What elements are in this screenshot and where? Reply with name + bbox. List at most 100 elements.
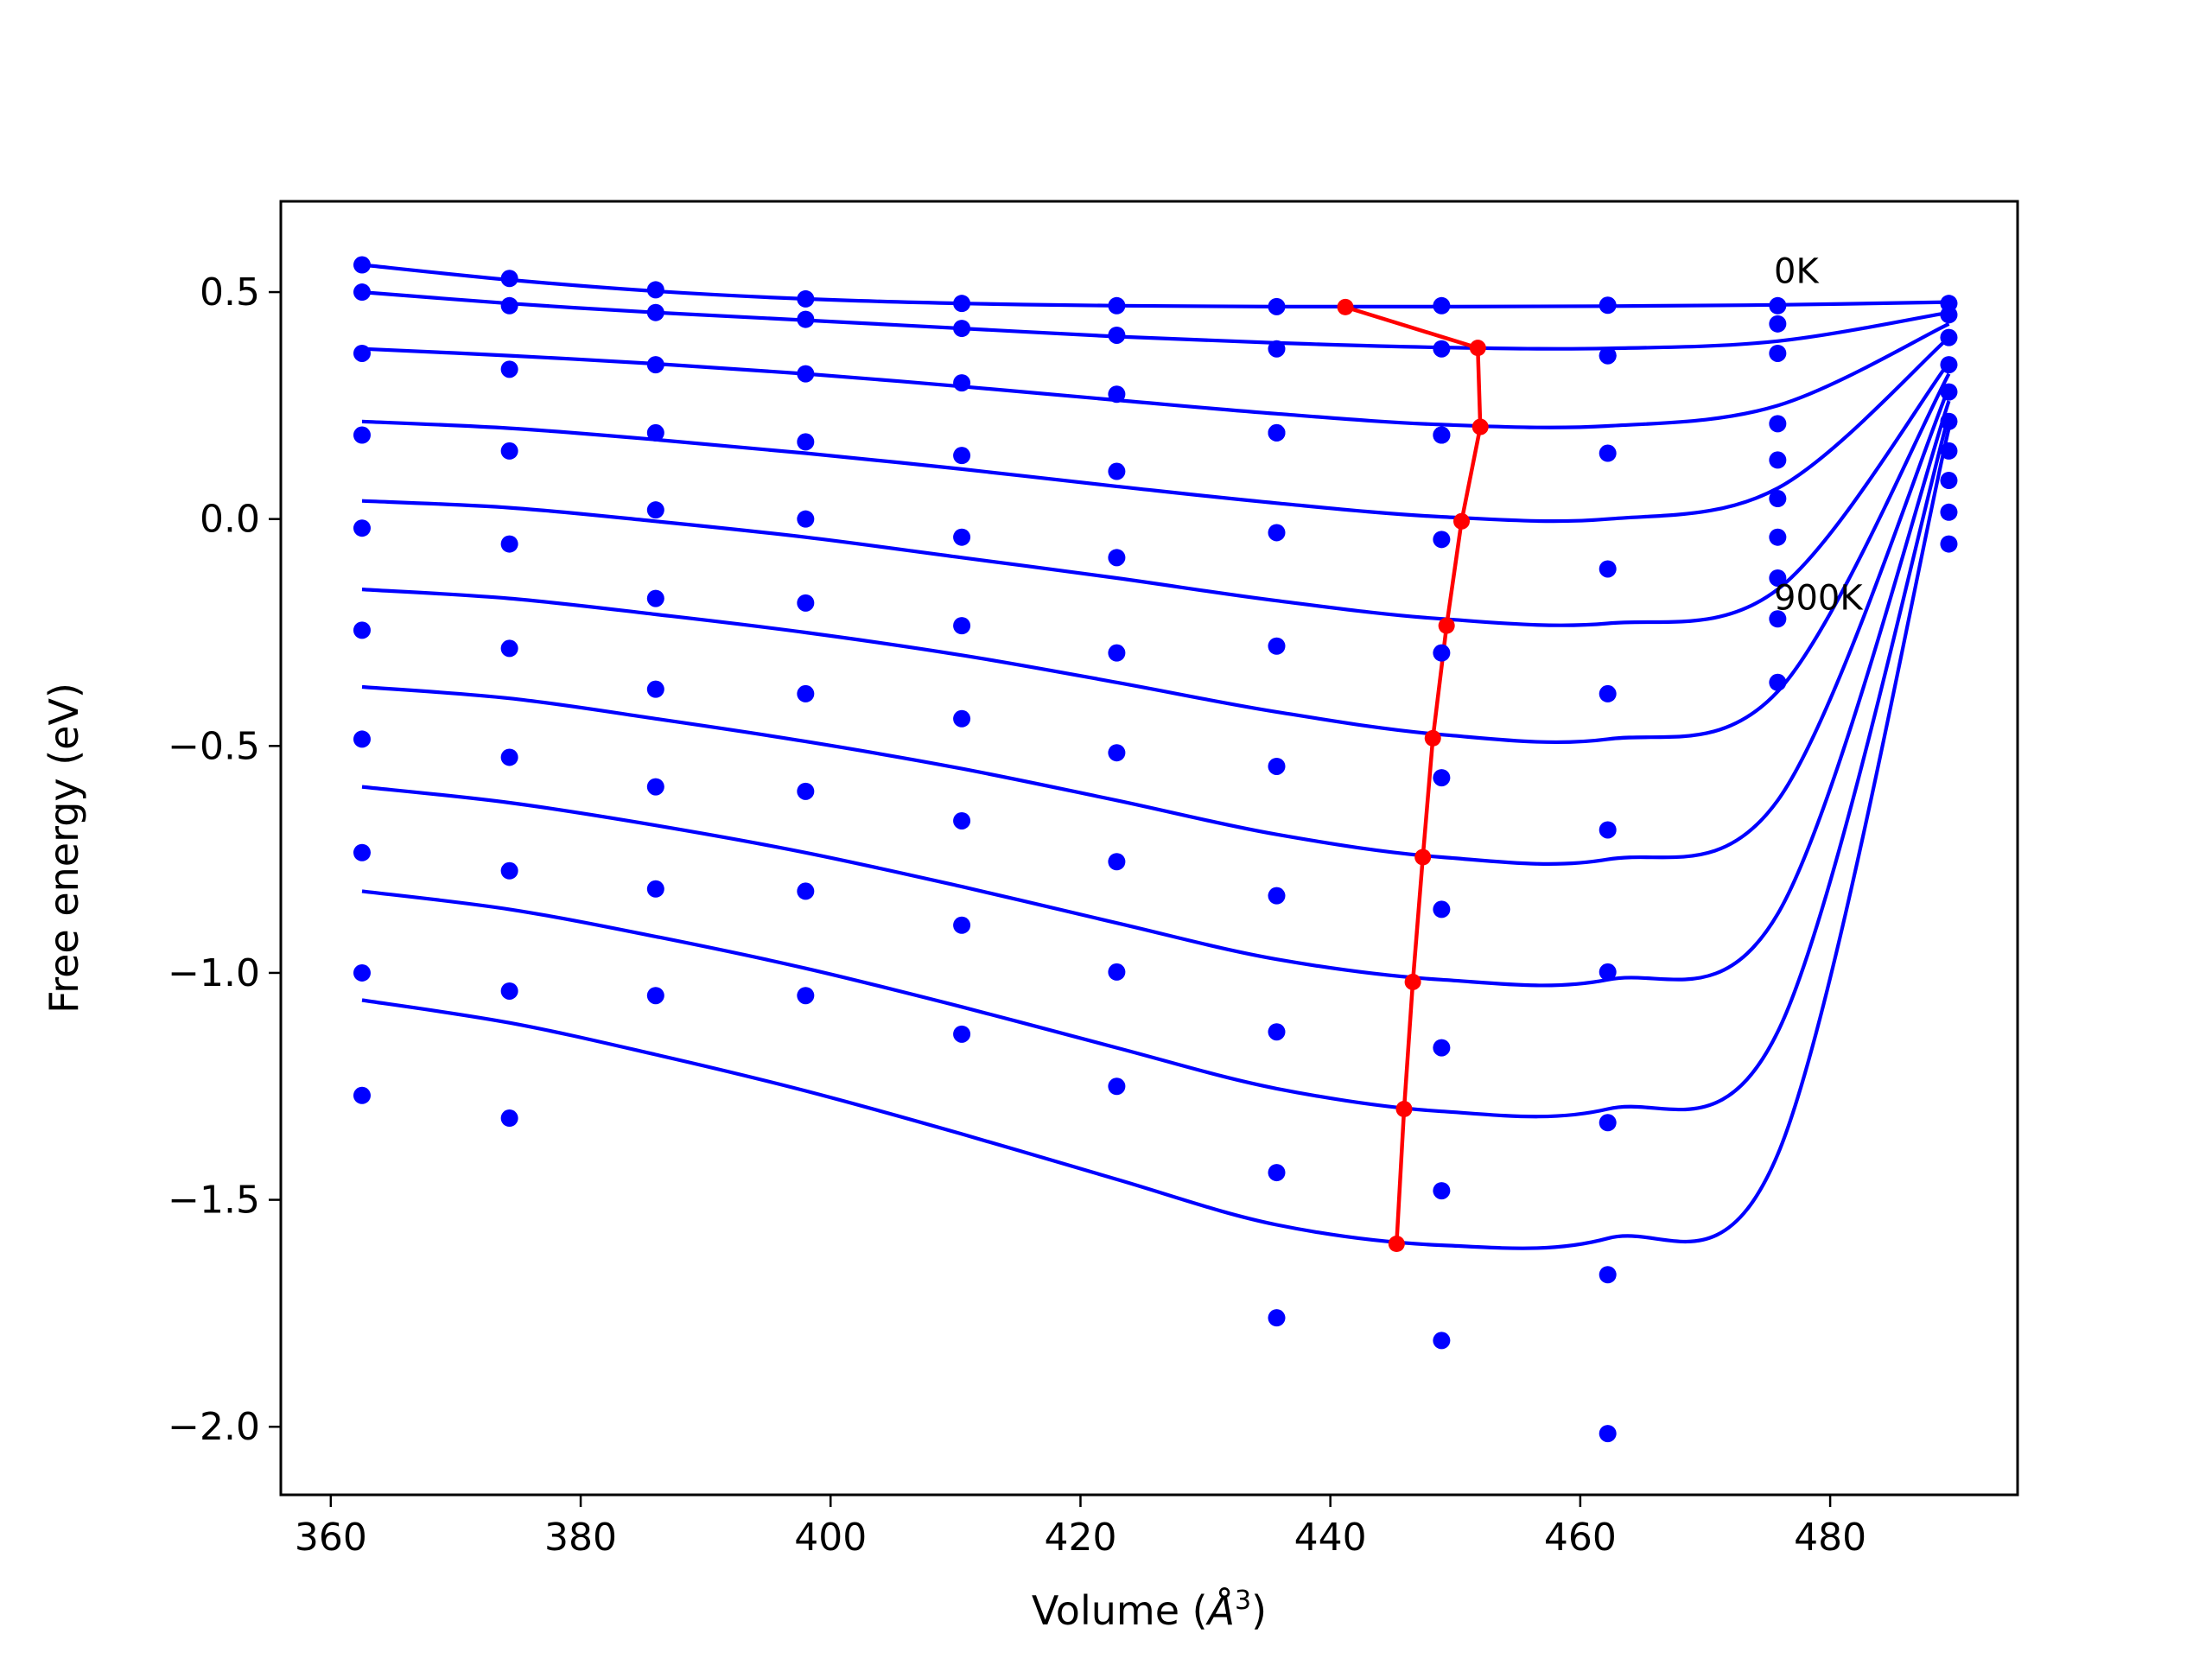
data-point [646,987,664,1005]
data-point [797,310,815,328]
data-point [953,374,971,392]
minima-line [1337,298,1489,1253]
data-point [500,982,518,1000]
minima-polyline [1344,305,1483,1244]
data-point [797,365,815,383]
minimum-point [1471,418,1489,435]
data-point [953,617,971,635]
data-point [1940,328,1958,346]
x-tick-label: 380 [544,1516,617,1560]
x-tick-label: 460 [1544,1516,1617,1560]
minimum-point [1395,1101,1413,1118]
data-point [1268,1164,1286,1182]
data-point [1599,444,1617,462]
y-tick-label: −0.5 [168,724,260,768]
annotations: 0K 900K [1774,252,1864,619]
data-point [797,882,815,900]
data-point [1940,535,1958,553]
data-point [1433,1182,1451,1200]
data-point [1108,462,1126,480]
data-point [1769,344,1787,362]
data-point [797,594,815,612]
x-tick-label: 480 [1794,1516,1866,1560]
data-point [1769,296,1787,315]
data-point [1599,963,1617,981]
fit-curve [361,386,1951,866]
y-tick-label: −2.0 [168,1405,260,1449]
minimum-point [1404,973,1421,990]
data-point [1599,684,1617,702]
data-point [1268,757,1286,775]
data-point [646,281,664,299]
data-point [1108,1077,1126,1096]
y-tick-label: 0.5 [200,270,260,315]
data-point [953,1025,971,1043]
minimum-point [1388,1236,1405,1253]
data-point [1268,340,1286,358]
data-point [353,730,371,748]
minimum-point [1424,729,1441,747]
data-point [1599,1114,1617,1132]
data-point [500,270,518,288]
data-point [1108,963,1126,981]
data-point [646,778,664,796]
minimum-point [1453,512,1471,530]
data-point [953,320,971,338]
data-point [353,621,371,639]
data-point [1940,472,1958,490]
data-point [1769,451,1787,469]
data-point [500,296,518,315]
data-point [1108,326,1126,344]
minimum-point [1438,617,1455,634]
fit-curves [361,263,1951,1250]
data-point [953,295,971,313]
y-axis: 0.5 0.0 −0.5 −1.0 −1.5 −2.0 [168,270,281,1449]
data-point [1433,1332,1451,1350]
fit-curve [361,414,1951,1119]
fit-curve [361,336,1950,524]
data-point [1108,296,1126,315]
data-point [1769,490,1787,508]
data-point [797,684,815,702]
data-point [1433,340,1451,358]
x-axis-label-unit: Å [1205,1587,1235,1634]
data-point [1769,569,1787,587]
data-point [1940,306,1958,324]
data-point [1268,524,1286,542]
data-point [1940,383,1958,401]
data-points [353,256,1958,1443]
data-point [1268,1309,1286,1327]
data-point [797,289,815,308]
data-point [1108,853,1126,871]
data-point [953,447,971,465]
data-point [353,344,371,362]
y-tick-label: −1.5 [168,1179,260,1223]
x-tick-label: 360 [295,1516,367,1560]
data-point [646,423,664,442]
data-point [1433,769,1451,787]
data-point [1599,1266,1617,1284]
x-axis: 360 380 400 420 440 460 480 [295,1495,1866,1560]
data-point [1769,528,1787,546]
y-axis-label: Free energy (eV) [41,683,87,1014]
fit-curve [361,400,1951,988]
data-point [646,880,664,898]
data-point [1108,549,1126,567]
data-point [1599,1425,1617,1443]
data-point [1268,423,1286,442]
data-point [1769,610,1787,628]
fit-curve [361,428,1951,1250]
data-point [1268,887,1286,905]
data-point [1108,385,1126,404]
data-point [1433,296,1451,315]
data-point [1268,297,1286,315]
data-point [1433,426,1451,444]
data-point [1108,644,1126,662]
data-point [353,426,371,444]
data-point [797,510,815,528]
data-point [500,639,518,658]
data-point [1769,415,1787,433]
data-point [500,360,518,378]
